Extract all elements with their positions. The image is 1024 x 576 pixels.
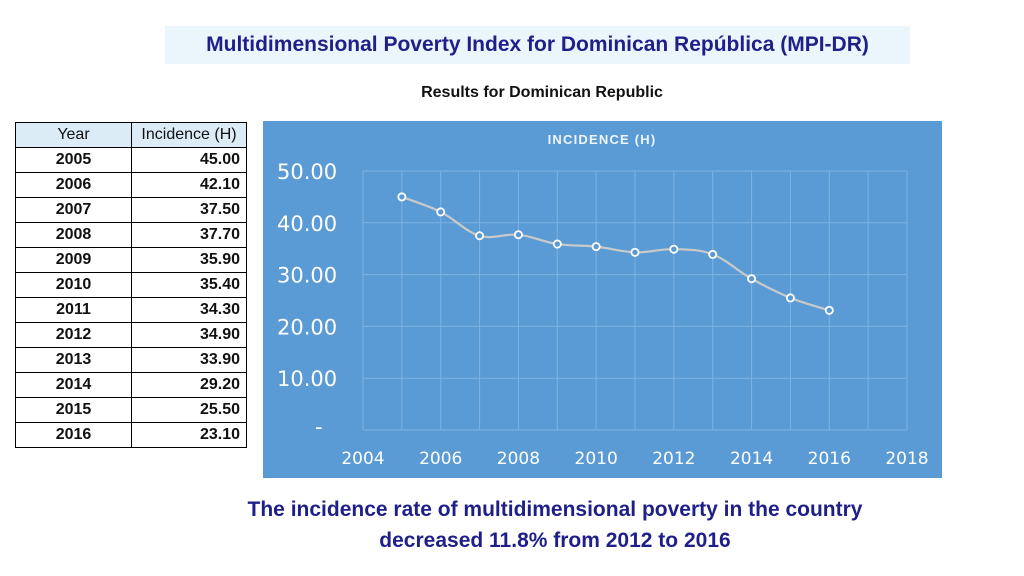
incidence-cell: 23.10	[131, 422, 247, 448]
data-point	[785, 293, 795, 303]
year-cell: 2008	[15, 222, 132, 248]
incidence-cell: 34.30	[131, 297, 247, 323]
page-title: Multidimensional Poverty Index for Domin…	[206, 33, 869, 56]
x-tick-label: 2016	[808, 449, 851, 469]
data-point	[436, 207, 446, 217]
y-tick-label: 10.00	[277, 367, 337, 391]
incidence-cell: 33.90	[131, 347, 247, 373]
table-row: 2015 25.50	[15, 397, 247, 423]
incidence-line-chart: INCIDENCE (H) - 10.00 20.00 30.00 40.00 50.00 2…	[263, 121, 942, 478]
data-point	[824, 305, 834, 315]
column-header-incidence: Incidence (H)	[131, 122, 247, 148]
incidence-cell: 35.90	[131, 247, 247, 273]
year-cell: 2015	[15, 397, 132, 423]
year-cell: 2005	[15, 147, 132, 173]
year-cell: 2006	[15, 172, 132, 198]
table-row: 2006 42.10	[15, 172, 247, 198]
chart-title: INCIDENCE (H)	[548, 132, 657, 147]
x-tick-label: 2014	[730, 449, 773, 469]
incidence-cell: 29.20	[131, 372, 247, 398]
incidence-cell: 37.50	[131, 197, 247, 223]
table-row: 2016 23.10	[15, 422, 247, 448]
x-tick-label: 2018	[885, 449, 928, 469]
year-cell: 2014	[15, 372, 132, 398]
table-header-row: Year Incidence (H)	[15, 122, 247, 148]
incidence-cell: 34.90	[131, 322, 247, 348]
chart-background	[263, 121, 942, 478]
table-row: 2012 34.90	[15, 322, 247, 348]
x-tick-label: 2012	[652, 449, 695, 469]
incidence-cell: 42.10	[131, 172, 247, 198]
incidence-table: Year Incidence (H) 2005 45.00 2006 42.10 200…	[15, 122, 247, 448]
table-row: 2013 33.90	[15, 347, 247, 373]
table-row: 2010 35.40	[15, 272, 247, 298]
x-tick-label: 2008	[497, 449, 540, 469]
conclusion-line-1: The incidence rate of multidimensional p…	[247, 498, 863, 521]
year-cell: 2016	[15, 422, 132, 448]
incidence-cell: 25.50	[131, 397, 247, 423]
year-cell: 2010	[15, 272, 132, 298]
y-tick-label: 40.00	[277, 212, 337, 236]
conclusion-line-2: decreased 11.8% from 2012 to 2016	[379, 529, 731, 552]
table-row: 2008 37.70	[15, 222, 247, 248]
x-tick-label: 2006	[419, 449, 462, 469]
data-point	[513, 230, 523, 240]
data-point	[708, 249, 718, 259]
year-cell: 2012	[15, 322, 132, 348]
table-row: 2009 35.90	[15, 247, 247, 273]
incidence-cell: 37.70	[131, 222, 247, 248]
year-cell: 2011	[15, 297, 132, 323]
page-subtitle: Results for Dominican Republic	[421, 84, 663, 101]
incidence-cell: 35.40	[131, 272, 247, 298]
table-row: 2011 34.30	[15, 297, 247, 323]
data-point	[630, 247, 640, 257]
year-cell: 2009	[15, 247, 132, 273]
data-point	[475, 231, 485, 241]
conclusion-text: The incidence rate of multidimensional p…	[180, 494, 930, 556]
data-point	[591, 242, 601, 252]
incidence-cell: 45.00	[131, 147, 247, 173]
title-banner: Multidimensional Poverty Index for Domin…	[165, 26, 910, 64]
table-body: 2005 45.00 2006 42.10 2007 37.50 2008 37.70 2009…	[15, 147, 247, 448]
y-tick-label: -	[315, 415, 323, 439]
data-point	[552, 239, 562, 249]
y-tick-label: 20.00	[277, 315, 337, 339]
year-cell: 2007	[15, 197, 132, 223]
table-row: 2007 37.50	[15, 197, 247, 223]
table-row: 2014 29.20	[15, 372, 247, 398]
y-tick-label: 30.00	[277, 264, 337, 288]
data-point	[747, 274, 757, 284]
year-cell: 2013	[15, 347, 132, 373]
x-tick-label: 2004	[341, 449, 384, 469]
data-point	[669, 244, 679, 254]
data-point	[397, 192, 407, 202]
x-tick-label: 2010	[575, 449, 618, 469]
column-header-year: Year	[15, 122, 132, 148]
table-row: 2005 45.00	[15, 147, 247, 173]
y-tick-label: 50.00	[277, 160, 337, 184]
